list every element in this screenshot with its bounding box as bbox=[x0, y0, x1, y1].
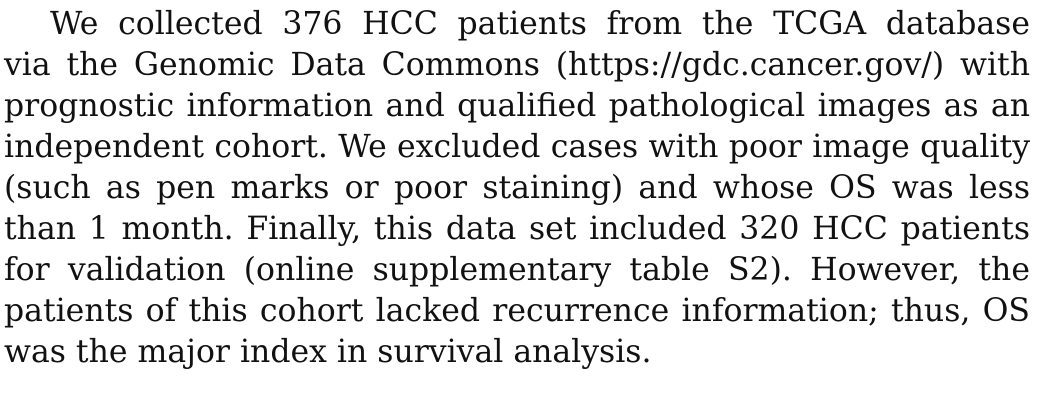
paragraph-line: was the major index in survival analysis… bbox=[4, 334, 652, 370]
paragraph-line: We collected 376 HCC patients from the T… bbox=[50, 6, 1030, 42]
paragraph-line: independent cohort. We excluded cases wi… bbox=[4, 129, 1030, 165]
paragraph-line: (such as pen marks or poor staining) and… bbox=[4, 170, 1030, 206]
paragraph-line: patients of this cohort lacked recurrenc… bbox=[4, 293, 1030, 329]
paragraph-line: via the Genomic Data Commons (https://gd… bbox=[4, 47, 1030, 83]
paragraph-line: for validation (online supplementary tab… bbox=[4, 252, 1030, 288]
paragraph-line: prognostic information and qualified pat… bbox=[4, 88, 1030, 124]
paragraph-line: than 1 month. Finally, this data set inc… bbox=[4, 211, 1030, 247]
